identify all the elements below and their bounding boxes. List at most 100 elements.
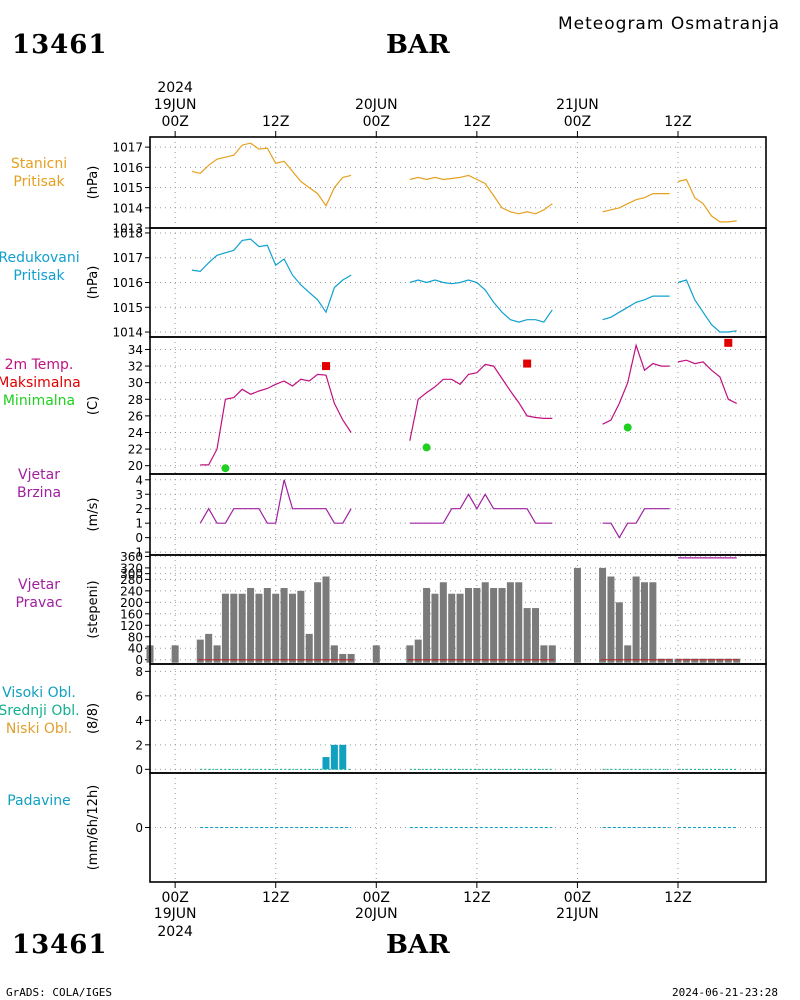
panel-temperature <box>145 336 767 475</box>
y-tick-label: 20 <box>128 459 143 473</box>
footer-credit: GrADS: COLA/IGES <box>6 986 112 999</box>
wind-dir-bar <box>632 576 640 663</box>
wind-dir-bar <box>339 653 347 663</box>
y-tick-label: 32 <box>128 360 143 374</box>
panel-border <box>149 336 767 475</box>
y-tick-label: 4 <box>135 473 143 487</box>
wind-dir-bar <box>305 633 313 663</box>
y-tick-label: 30 <box>128 376 143 390</box>
time-tick-hour: 12Z <box>463 114 491 130</box>
time-tick-hour: 12Z <box>463 890 491 906</box>
panel-label-temperature-label1: 2m Temp. <box>4 357 74 373</box>
max-temp-marker <box>724 338 733 347</box>
high-cloud-bar <box>339 744 347 770</box>
meteogram-label: Meteogram Osmatranja <box>558 14 781 34</box>
y-tick-label: 0 <box>135 763 143 777</box>
time-tick-hour: 12Z <box>262 114 290 130</box>
y-tick-label: 1015 <box>112 181 143 195</box>
panel-label-temperature-label3: Minimalna <box>2 393 76 409</box>
high-cloud-bar <box>330 744 338 770</box>
wind-dir-bar <box>314 582 322 663</box>
wind-dir-bar <box>548 645 556 663</box>
wind-dir-bar <box>573 567 581 663</box>
wind-dir-bar <box>506 582 514 663</box>
min-temp-marker <box>221 464 230 473</box>
y-tick-label: 320 <box>120 561 143 575</box>
footer-timestamp: 2024-06-21-23:28 <box>672 986 778 999</box>
series-line-station_pressure <box>191 142 737 223</box>
wind-dir-bar <box>523 608 531 663</box>
y-tick-label: 0 <box>135 653 143 667</box>
wind-dir-bar <box>640 582 648 663</box>
wind-dir-bar <box>221 593 229 663</box>
wind-dir-bar <box>490 587 498 663</box>
y-tick-label: 1017 <box>112 141 143 155</box>
wind-dir-bar <box>431 593 439 663</box>
y-axis-unit: (stepeni) <box>86 580 101 638</box>
y-tick-label: 1 <box>135 517 143 531</box>
max-temp-marker <box>523 359 532 368</box>
panel-border <box>149 136 767 229</box>
y-tick-label: -1 <box>131 546 143 560</box>
max-temp-marker <box>322 362 330 371</box>
time-tick-day: 21JUN <box>556 97 599 113</box>
y-tick-label: 0 <box>135 531 143 545</box>
wind-dir-bar <box>213 645 221 663</box>
y-tick-label: 1017 <box>112 251 143 265</box>
y-axis-unit: (m/s) <box>86 498 101 532</box>
wind-dir-bar <box>372 645 380 663</box>
wind-dir-bar <box>716 658 724 663</box>
y-tick-label: 34 <box>128 343 143 357</box>
y-tick-label: 1016 <box>112 276 143 290</box>
panel-precip <box>145 772 767 883</box>
wind-dir-bar <box>599 567 607 663</box>
min-temp-marker <box>422 443 431 452</box>
time-tick-hour: 00Z <box>563 114 592 130</box>
y-tick-label: 1018 <box>112 226 143 240</box>
wind-dir-bar <box>448 593 456 663</box>
wind-dir-bar <box>347 653 355 663</box>
time-tick-hour: 00Z <box>161 890 189 906</box>
panel-border <box>149 772 767 883</box>
min-temp-marker <box>623 423 632 432</box>
y-tick-label: 1014 <box>112 201 143 215</box>
y-tick-label: 300 <box>120 567 143 581</box>
wind-dir-bar <box>247 587 255 663</box>
wind-dir-bar <box>423 587 431 663</box>
y-tick-label: 6 <box>135 689 143 703</box>
time-tick-day: 20JUN <box>354 97 398 113</box>
panel-label-wind_speed-label2: Brzina <box>16 485 62 501</box>
time-tick-year: 2024 <box>157 80 193 96</box>
y-tick-label: 8 <box>135 665 143 679</box>
wind-dir-bar <box>414 639 422 663</box>
time-tick-hour: 00Z <box>563 890 592 906</box>
wind-dir-bar <box>255 593 263 663</box>
wind-dir-bar <box>280 587 288 663</box>
panel-label-clouds-label2: Srednji Obl. <box>0 703 80 719</box>
wind-dir-bar <box>607 576 615 663</box>
wind-dir-bar <box>733 658 741 663</box>
y-tick-label: 0 <box>135 821 143 835</box>
time-tick-day: 19JUN <box>153 97 197 113</box>
wind-dir-bar <box>288 593 296 663</box>
y-tick-label: 160 <box>120 607 143 621</box>
y-axis-unit: (8/8) <box>86 703 101 734</box>
time-tick-hour: 12Z <box>664 890 692 906</box>
wind-dir-bar <box>406 645 414 663</box>
wind-dir-bar <box>674 658 682 663</box>
station-id-top: 13461 <box>12 30 108 60</box>
wind-dir-bar <box>196 639 204 663</box>
time-tick-day: 21JUN <box>556 906 599 922</box>
panel-label-reduced_pressure-label1: Redukovani <box>0 250 80 266</box>
y-tick-label: 80 <box>128 630 143 644</box>
y-axis-unit: (mm/6h/12h) <box>86 785 101 871</box>
time-tick-hour: 12Z <box>262 890 290 906</box>
y-tick-label: 40 <box>128 642 143 656</box>
panel-label-precip-label1: Padavine <box>7 793 71 809</box>
y-axis-unit: (hPa) <box>86 166 101 200</box>
panel-label-wind_speed-label1: Vjetar <box>18 467 60 483</box>
y-tick-label: 28 <box>128 393 143 407</box>
y-tick-label: 2 <box>135 738 143 752</box>
station-id-bottom: 13461 <box>12 930 108 960</box>
